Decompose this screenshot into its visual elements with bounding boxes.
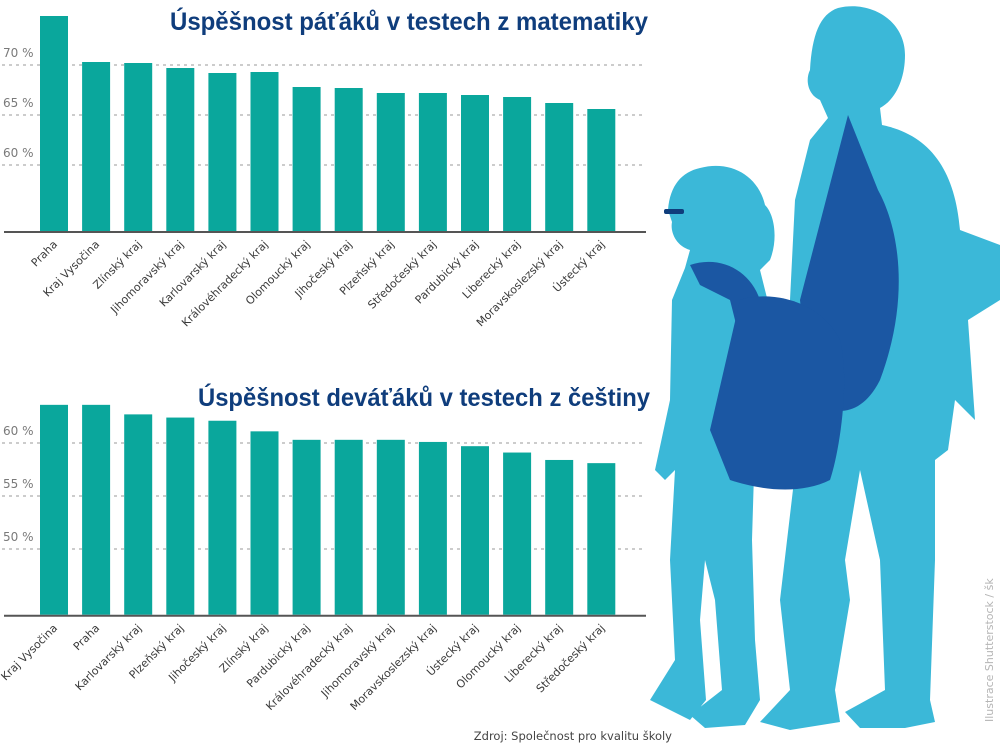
chart-czech: 60 %55 %50 %Kraj Vysočina PrahaKarlovarsk…: [0, 404, 646, 713]
bar: [250, 431, 279, 615]
bar: [461, 446, 489, 615]
bar: [503, 452, 532, 615]
bar: [250, 72, 279, 231]
bar: [334, 88, 363, 231]
x-category-label: Jihomoravský kraj: [318, 622, 397, 701]
bar: [587, 109, 616, 231]
y-tick-label: 70 %: [3, 46, 34, 60]
bar: [376, 439, 405, 615]
bar: [40, 404, 68, 615]
x-category-label: Praha: [71, 622, 102, 653]
y-tick-label: 60 %: [3, 424, 34, 438]
bar: [166, 417, 195, 615]
bar: [461, 95, 489, 231]
bar: [124, 63, 153, 231]
illustration-credit: Ilustrace Shutterstock / šk: [983, 578, 996, 722]
bag-icon: [690, 115, 899, 490]
bar: [292, 439, 321, 615]
y-tick-label: 50 %: [3, 530, 34, 544]
bar: [545, 103, 574, 231]
bar: [545, 459, 574, 615]
chart-czech-title: Úspěšnost deváťáků v testech z češtiny: [198, 382, 650, 412]
bar: [82, 404, 111, 615]
source-note: Zdroj: Společnost pro kvalitu školy: [474, 729, 672, 743]
sunglasses-icon: [664, 209, 684, 214]
bar: [166, 68, 195, 231]
bar: [418, 441, 447, 615]
bar: [82, 62, 111, 231]
bar: [503, 97, 532, 231]
bar: [208, 420, 237, 615]
bar: [208, 73, 237, 231]
x-category-label: Praha: [29, 238, 60, 269]
x-category-label: Jihomoravský kraj: [107, 238, 186, 317]
bar: [418, 93, 447, 231]
bar: [40, 16, 68, 231]
bar: [124, 414, 153, 615]
y-tick-label: 55 %: [3, 477, 34, 491]
bar: [587, 463, 616, 615]
y-tick-label: 60 %: [3, 146, 34, 160]
chart-math-title: Úspěšnost páťáků v testech z matematiky: [170, 6, 648, 36]
y-tick-label: 65 %: [3, 96, 34, 110]
bar: [334, 439, 363, 615]
bar: [292, 87, 321, 231]
bar: [376, 93, 405, 231]
x-category-label: Kraj Vysočina: [0, 622, 60, 684]
